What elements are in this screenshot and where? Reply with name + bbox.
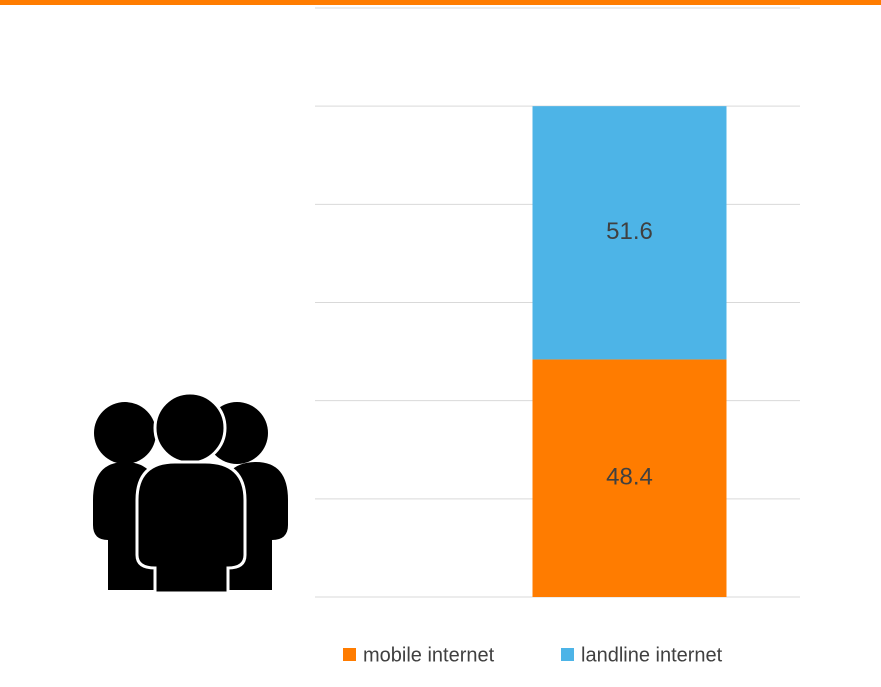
legend-swatch [343, 648, 356, 661]
bar-segment [532, 359, 727, 597]
data-label: 51.6 [606, 218, 653, 245]
bar-segment [532, 106, 727, 360]
top-border [0, 0, 881, 5]
legend-swatch [561, 648, 574, 661]
legend-label: mobile internet [363, 644, 495, 666]
data-label: 48.4 [606, 464, 653, 491]
people-icon [93, 391, 288, 595]
legend-label: landline internet [581, 644, 723, 666]
